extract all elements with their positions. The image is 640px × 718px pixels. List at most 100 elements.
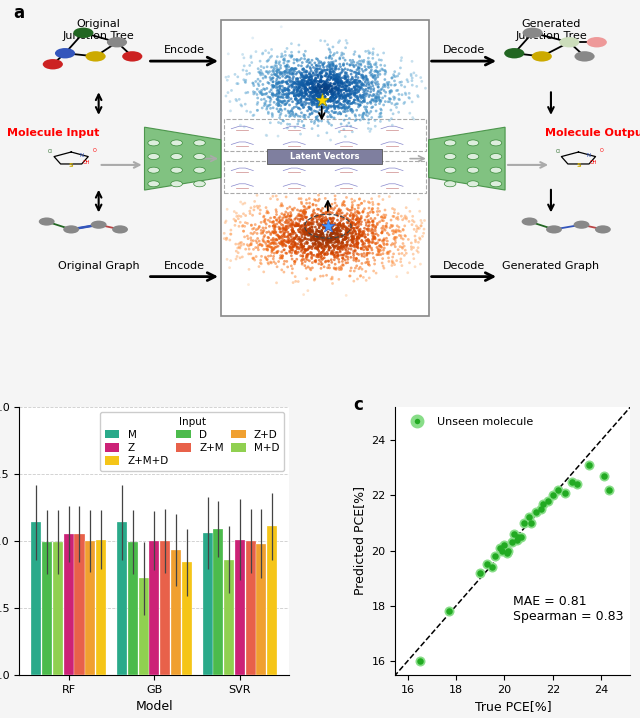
Point xyxy=(396,55,406,66)
Point xyxy=(310,194,320,205)
Point xyxy=(288,277,298,289)
Point xyxy=(360,65,371,76)
Point xyxy=(312,98,322,110)
Point xyxy=(314,218,324,230)
Point xyxy=(282,224,292,236)
Point xyxy=(349,88,359,99)
Point xyxy=(359,195,369,207)
Point xyxy=(339,100,349,111)
Point xyxy=(399,213,410,224)
Point xyxy=(328,278,338,289)
Point xyxy=(323,102,333,113)
Point xyxy=(372,242,382,253)
Point xyxy=(267,108,277,119)
Point xyxy=(321,101,331,113)
Point xyxy=(321,256,331,267)
Point xyxy=(567,476,577,488)
Point xyxy=(349,254,359,266)
Point xyxy=(262,244,273,256)
Point xyxy=(276,238,286,250)
Point xyxy=(323,236,333,247)
Point xyxy=(308,98,319,110)
Point xyxy=(351,92,362,103)
Point xyxy=(358,111,368,122)
Point xyxy=(313,101,323,112)
Point xyxy=(229,206,239,218)
Point xyxy=(305,242,315,253)
Point xyxy=(321,238,332,249)
Point xyxy=(323,220,333,232)
Point xyxy=(232,78,242,89)
Point xyxy=(332,83,342,95)
Point xyxy=(381,210,391,221)
Point xyxy=(346,215,356,226)
Point xyxy=(334,71,344,83)
Point xyxy=(319,243,330,255)
Point xyxy=(349,85,360,97)
Point xyxy=(325,79,335,90)
Point xyxy=(384,191,394,202)
Point xyxy=(272,78,282,89)
Point xyxy=(298,78,308,89)
Point xyxy=(233,78,243,90)
Point xyxy=(332,96,342,108)
Point xyxy=(364,83,374,94)
Point xyxy=(331,88,341,100)
Point xyxy=(292,118,303,130)
Point xyxy=(307,116,317,127)
Point xyxy=(376,96,386,108)
Point xyxy=(283,78,293,90)
Point xyxy=(370,254,380,266)
Point xyxy=(354,50,364,62)
Point xyxy=(307,226,317,238)
Point xyxy=(279,53,289,65)
Point xyxy=(347,78,357,89)
Bar xyxy=(235,540,245,675)
Point xyxy=(364,91,374,103)
Point xyxy=(352,235,362,246)
Point xyxy=(287,106,298,118)
Point xyxy=(278,54,289,65)
Point xyxy=(321,81,332,93)
Point xyxy=(303,218,314,230)
Point xyxy=(353,98,363,110)
Point xyxy=(311,255,321,266)
Point xyxy=(367,244,377,256)
Point xyxy=(333,75,343,86)
Point xyxy=(362,223,372,235)
Point xyxy=(306,219,316,230)
Point xyxy=(276,200,287,211)
Point xyxy=(236,237,246,248)
Point xyxy=(306,104,316,116)
Point xyxy=(275,250,285,261)
Point xyxy=(333,253,344,265)
Point xyxy=(231,208,241,219)
Point xyxy=(333,210,343,222)
Point xyxy=(223,87,233,98)
Point xyxy=(235,242,245,253)
Point xyxy=(310,70,320,81)
Point xyxy=(316,80,326,91)
Point xyxy=(268,80,278,92)
Point xyxy=(319,231,329,243)
Point xyxy=(230,220,240,231)
Point xyxy=(259,243,269,255)
Point xyxy=(278,86,288,98)
Point xyxy=(538,498,548,509)
Point xyxy=(307,87,317,98)
Point xyxy=(325,93,335,104)
Point xyxy=(296,205,306,216)
Point xyxy=(327,198,337,210)
Point xyxy=(366,77,376,88)
Point xyxy=(293,246,303,258)
Point xyxy=(297,100,307,111)
Point xyxy=(299,78,309,90)
Point xyxy=(293,116,303,127)
Point xyxy=(316,90,326,101)
Point xyxy=(257,102,268,113)
Bar xyxy=(257,544,266,675)
Point xyxy=(371,59,381,70)
Point xyxy=(294,223,305,235)
Point xyxy=(275,62,285,74)
Point xyxy=(380,80,390,92)
